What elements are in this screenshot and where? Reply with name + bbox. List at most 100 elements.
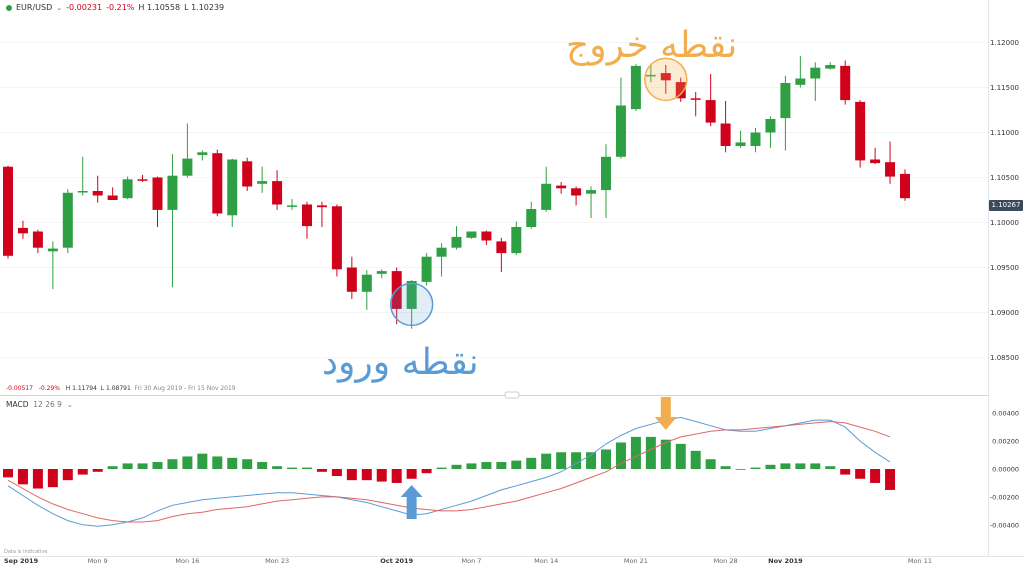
candle-body [481, 231, 492, 241]
macd-histogram-bar [391, 469, 402, 483]
candle [47, 241, 58, 290]
macd-histogram-bar [660, 439, 671, 469]
macd-histogram-bar [257, 462, 268, 469]
candle [496, 237, 507, 272]
candle-body [331, 206, 342, 270]
candle-body [212, 153, 223, 214]
macd-histogram-bar [197, 453, 208, 469]
macd-histogram-bar [765, 464, 776, 469]
macd-histogram-bar [855, 469, 866, 479]
symbol-header: EUR/USD ⌄ -0.00231 -0.21% H 1.10558 L 1.… [6, 3, 224, 12]
macd-histogram-bar [496, 462, 507, 469]
macd-histogram-bar [630, 436, 641, 469]
price-tick-label: 1.12000 [990, 39, 1019, 47]
time-axis: Sep 2019 Mon 9 Mon 16 Mon 23 Oct 2019 Mon 7 Mo… [4, 557, 932, 565]
candle [541, 166, 552, 212]
candle-body [855, 101, 866, 161]
candle [466, 231, 477, 239]
price-tick-label: 1.11000 [990, 129, 1019, 137]
macd-histogram-bar [615, 442, 626, 469]
candle [720, 101, 731, 153]
macd-histogram-bar [107, 466, 118, 469]
candle [825, 62, 836, 70]
candle-body [571, 188, 582, 196]
chevron-down-icon[interactable]: ⌄ [56, 3, 63, 12]
candle [705, 74, 716, 127]
time-tick-label: Mon 28 [714, 557, 738, 565]
candle-body [3, 166, 13, 256]
macd-label: MACD [6, 400, 29, 409]
macd-histogram-bar [406, 469, 417, 479]
macd-histogram-bar [227, 457, 238, 469]
candle [885, 141, 896, 184]
macd-histogram-bar [690, 450, 701, 469]
candle-body [705, 100, 716, 123]
candle [107, 187, 118, 200]
candle [137, 174, 148, 182]
entry-arrow [400, 485, 423, 519]
exit-highlight-circle [644, 57, 688, 102]
candle-body [795, 78, 806, 85]
price-tick-label: 1.09500 [990, 264, 1019, 272]
macd-histogram-bar [870, 469, 881, 483]
macd-tick-label: 0.00200 [992, 438, 1019, 446]
candle [272, 170, 283, 210]
time-tick-label: Oct 2019 [380, 557, 413, 565]
candle [257, 166, 268, 193]
macd-settings-chevron-icon[interactable]: ⌄ [66, 400, 73, 409]
macd-histogram-bar [287, 467, 298, 469]
candle-body [361, 274, 372, 292]
price-tick-label: 1.09000 [990, 309, 1019, 317]
panel-resize-handle[interactable] [504, 391, 520, 399]
macd-histogram-bar [720, 466, 731, 469]
candle-body [526, 209, 537, 227]
candle-body [511, 227, 522, 254]
candle [242, 157, 253, 191]
price-tick-label: 1.11500 [990, 84, 1019, 92]
candle [331, 204, 342, 277]
macd-histogram-bar [436, 467, 447, 469]
symbol-name[interactable]: EUR/USD [16, 3, 53, 12]
candle-body [541, 183, 552, 210]
candle-body [167, 175, 178, 210]
candle [17, 220, 28, 239]
candle [122, 176, 133, 200]
candle-body [810, 67, 821, 79]
time-tick-label: Sep 2019 [4, 557, 39, 565]
macd-histogram-bar [705, 459, 716, 469]
macd-lines [7, 416, 891, 527]
candle [571, 186, 582, 206]
candle-body [197, 152, 208, 155]
macd-histogram-bar [122, 463, 133, 469]
candle-body [645, 74, 656, 77]
candle [630, 64, 641, 111]
candle-body [302, 204, 312, 227]
session-high: H 1.10558 [138, 3, 181, 12]
range-stats: -0.00517 -0.29% H 1.11794 L 1.08791 Fri … [6, 385, 236, 392]
candle [870, 147, 881, 164]
candle-body [346, 267, 357, 292]
candles [3, 56, 910, 329]
candle-body [107, 195, 118, 200]
candle [615, 77, 626, 159]
macd-histogram-bar [795, 463, 806, 469]
macd-histogram-bar [780, 463, 791, 469]
candle [346, 256, 357, 299]
macd-histogram-bar [137, 463, 148, 469]
macd-histogram-bar [77, 469, 88, 475]
macd-histogram-bar [840, 469, 851, 475]
time-tick-label: Mon 21 [624, 557, 648, 565]
macd-histogram-bar [466, 463, 477, 469]
macd-histogram-bar [675, 443, 686, 469]
candle [511, 221, 522, 255]
macd-histogram-bar [272, 466, 283, 469]
candle-body [720, 123, 731, 146]
macd-histogram-bar [556, 452, 567, 469]
data-disclaimer: Data is indicative [4, 549, 48, 555]
candle-body [242, 161, 253, 187]
candle [750, 128, 761, 153]
candle [586, 186, 597, 218]
price-grid [0, 42, 988, 358]
macd-tick-label: -0.00400 [990, 521, 1019, 529]
